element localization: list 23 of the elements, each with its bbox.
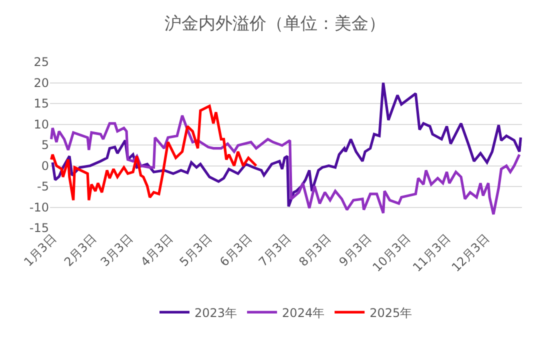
x-tick-label: 6月3日 [217, 231, 255, 270]
chart-title: 沪金内外溢价（单位：美金） [164, 14, 386, 34]
x-tick-label: 10月3日 [370, 231, 413, 275]
x-tick-label: 2月3日 [61, 231, 100, 270]
y-tick-label: 10 [34, 117, 49, 132]
line-series [50, 104, 258, 202]
y-tick-label: 20 [34, 76, 49, 90]
line-series [50, 114, 521, 216]
y-tick-label: -10 [29, 200, 49, 214]
x-tick-label: 5月3日 [176, 231, 215, 270]
x-tick-label: 7月3日 [256, 231, 294, 270]
y-tick-label: 5 [41, 138, 49, 152]
legend-label: 2025年 [370, 306, 412, 320]
y-tick-label: 0 [41, 158, 49, 173]
legend-label: 2024年 [282, 306, 325, 320]
line-series [51, 81, 522, 208]
legend-label: 2023年 [194, 306, 238, 320]
x-tick-label: 4月3日 [138, 231, 176, 270]
y-tick-label: -5 [37, 180, 49, 194]
y-tick-label: 25 [34, 55, 49, 70]
x-tick-label: 3月3日 [98, 231, 136, 270]
x-tick-label: 8月3日 [296, 231, 334, 270]
y-tick-label: 15 [34, 96, 49, 111]
